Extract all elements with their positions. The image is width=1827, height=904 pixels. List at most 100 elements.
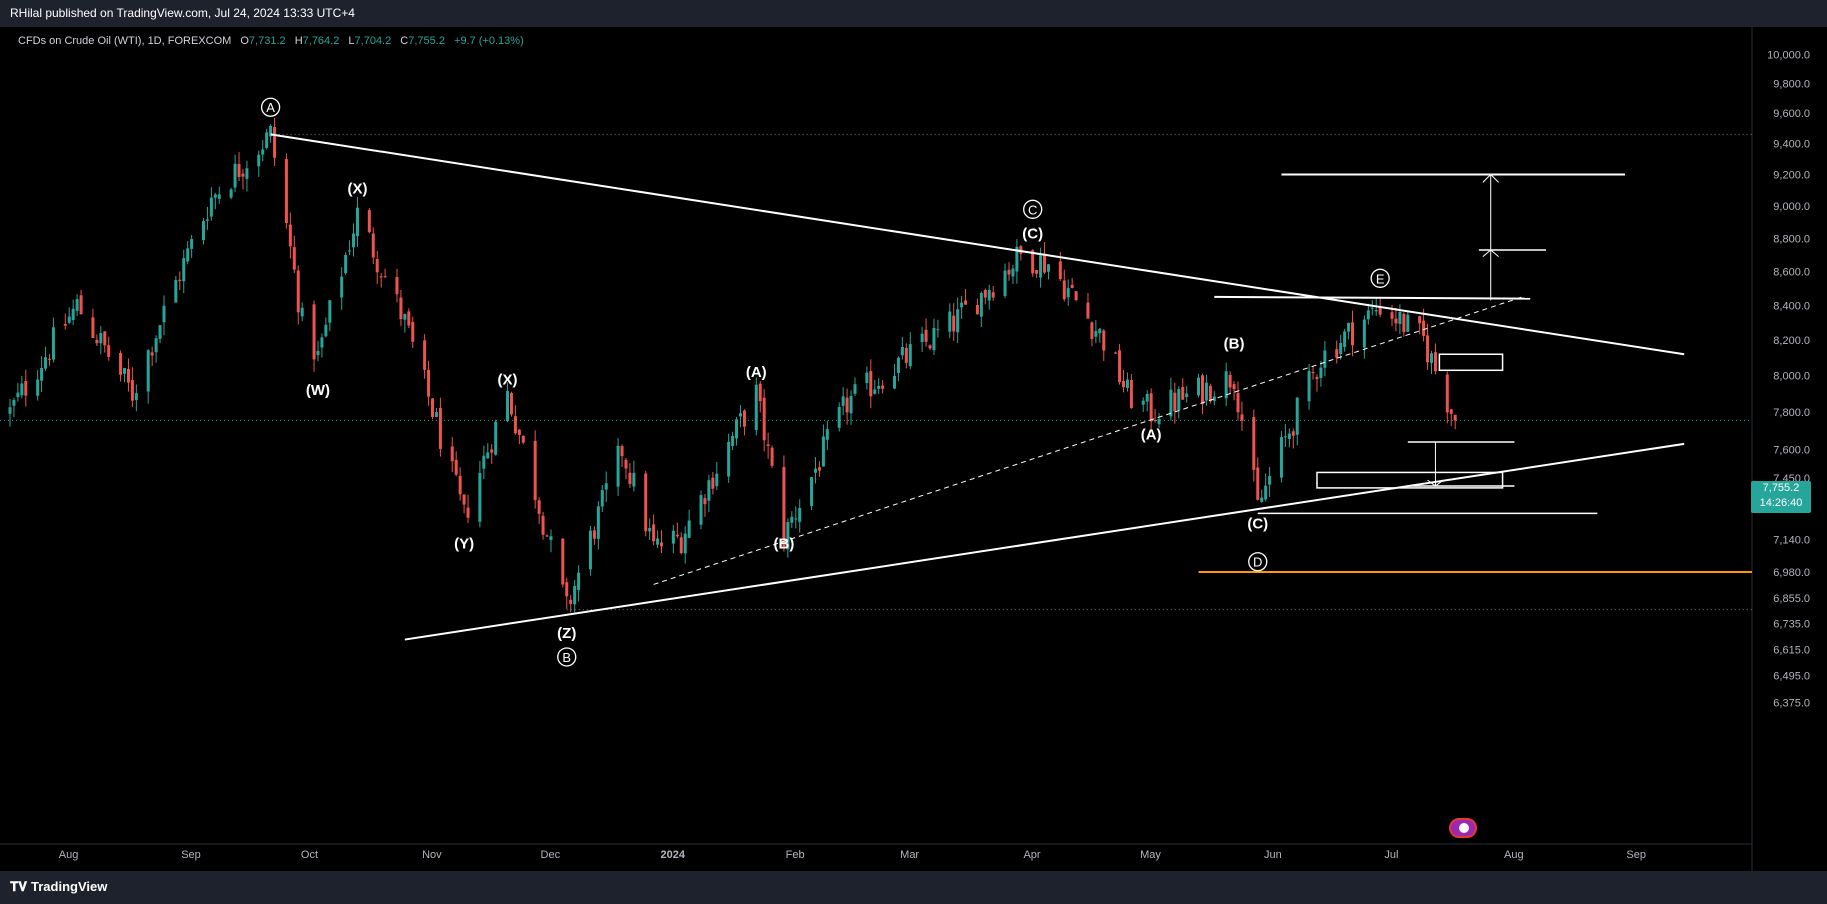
candle-body (1390, 312, 1394, 319)
candle-body (201, 221, 205, 241)
candle-body (881, 385, 885, 389)
candle-body (134, 393, 138, 401)
tradingview-logo[interactable]: 𝐓𝐕 TradingView (10, 879, 107, 895)
candle-body (1319, 367, 1323, 378)
price-tick-label: 6,855.0 (1773, 593, 1810, 605)
candle-body (300, 307, 304, 317)
symbol-legend: CFDs on Crude Oil (WTI), 1D, FOREXCOM O7… (18, 35, 524, 47)
wave-label: (X) (347, 181, 367, 198)
candle-body (1347, 322, 1351, 332)
candle-body (1228, 374, 1232, 388)
us-flag-event-icon[interactable] (1449, 818, 1477, 838)
price-tick-label: 10,000.0 (1767, 49, 1810, 61)
candle-body (107, 345, 111, 357)
candle-body (1268, 476, 1272, 485)
candle-body (506, 390, 510, 422)
price-tick-label: 9,000.0 (1773, 201, 1810, 213)
candle-body (853, 384, 857, 394)
candle-body (865, 372, 869, 384)
chart-area[interactable]: 10,000.0 9,800.0 9,600.0 9,400.0 9,200.0 9,00… (0, 27, 1827, 871)
candle-body (328, 300, 332, 323)
candle-body (269, 125, 273, 137)
wave-label: E (1376, 271, 1385, 286)
candle-body (841, 396, 845, 406)
price-tick-label: 7,140.0 (1773, 534, 1810, 546)
candle-body (205, 219, 209, 221)
wave-label: (C) (1022, 226, 1043, 243)
candle-body (656, 538, 660, 545)
candle-body (652, 524, 656, 542)
candle-body (458, 475, 462, 495)
candle-body (482, 455, 486, 469)
candle-body (1406, 314, 1410, 332)
candle-body (1011, 268, 1015, 277)
price-tick-label: 9,400.0 (1773, 139, 1810, 151)
wave-e-line (1214, 295, 1531, 300)
candle-body (1236, 393, 1240, 413)
candle-body (1418, 316, 1422, 324)
candle-body (1062, 280, 1066, 300)
price-tick-label: 6,375.0 (1773, 698, 1810, 710)
candles-group (8, 117, 1457, 613)
candle-body (1007, 269, 1011, 275)
candle-body (600, 490, 604, 507)
candle-body (1015, 246, 1019, 272)
candle-body (8, 407, 12, 414)
candle-body (577, 572, 581, 591)
wave-label: A (266, 100, 275, 115)
price-tick-label: 8,800.0 (1773, 233, 1810, 245)
candle-body (1145, 393, 1149, 402)
candle-body (845, 397, 849, 413)
candle-body (1157, 418, 1161, 425)
price-chart[interactable]: 10,000.0 9,800.0 9,600.0 9,400.0 9,200.0 9,00… (0, 27, 1827, 871)
candle-body (964, 300, 968, 305)
candle-body (738, 413, 742, 417)
candle-body (924, 329, 928, 342)
candle-body (95, 339, 99, 344)
candle-body (355, 207, 359, 237)
candle-body (1315, 377, 1319, 380)
wave-label-circle (557, 647, 577, 667)
candle-body (158, 325, 162, 339)
candle-body (348, 250, 352, 252)
candle-body (1212, 396, 1216, 401)
candle-body (182, 258, 186, 282)
candle-body (794, 518, 798, 520)
candle-body (1035, 270, 1039, 274)
price-tick-label: 6,980.0 (1773, 567, 1810, 579)
candle-body (956, 309, 960, 333)
candle-body (1339, 343, 1343, 355)
candle-body (1169, 389, 1173, 417)
wave-label: (Z) (557, 625, 576, 642)
candle-body (1256, 467, 1260, 500)
candle-body (900, 346, 904, 356)
candle-body (786, 522, 790, 550)
candle-body (683, 533, 687, 554)
candle-body (1066, 288, 1070, 298)
candle-body (217, 194, 221, 199)
support-zone-box (1316, 471, 1504, 489)
candle-body (265, 132, 269, 148)
candle-body (892, 375, 896, 389)
candle-body (1433, 352, 1437, 372)
candle-body (395, 277, 399, 295)
wave-label: (W) (306, 382, 330, 399)
candle-body (1323, 350, 1327, 368)
price-tick-label: 9,800.0 (1773, 79, 1810, 91)
upper-trendline (270, 133, 1685, 356)
candle-body (1114, 352, 1118, 354)
candle-body (766, 444, 770, 446)
candle-body (687, 520, 691, 538)
candle-body (742, 410, 746, 427)
candle-body (44, 357, 48, 369)
candle-body (1129, 380, 1133, 409)
candle-body (245, 168, 249, 179)
candle-body (620, 446, 624, 457)
candle-body (344, 254, 348, 274)
candle-body (660, 542, 664, 547)
candle-body (987, 289, 991, 301)
candle-body (434, 412, 438, 418)
candle-body (174, 280, 178, 303)
time-tick-label: Mar (900, 849, 919, 861)
candle-body (1039, 255, 1043, 278)
